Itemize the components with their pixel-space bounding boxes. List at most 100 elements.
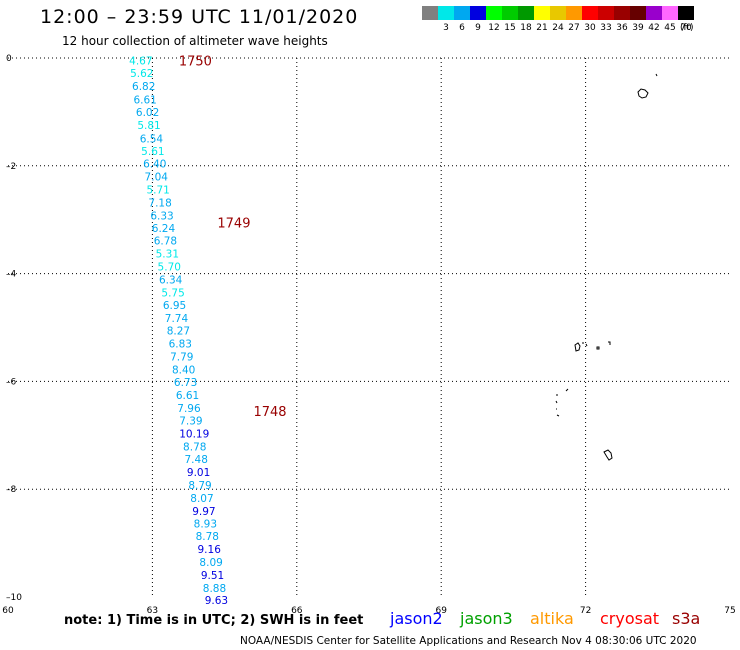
wave-height-label: 6.82 bbox=[132, 81, 155, 93]
wave-height-label: 5.81 bbox=[137, 120, 160, 132]
satellite-altika: altika bbox=[530, 609, 574, 628]
scale-label: 15 bbox=[504, 23, 516, 33]
wave-height-label: 8.27 bbox=[167, 326, 190, 338]
scale-swatch bbox=[598, 6, 614, 20]
scale-label: 6 bbox=[459, 23, 465, 33]
wave-height-label: 8.88 bbox=[203, 583, 226, 595]
wave-height-label: 6.73 bbox=[174, 377, 197, 389]
map-subtitle: 12 hour collection of altimeter wave hei… bbox=[62, 34, 328, 48]
y-tick-label: –2 bbox=[6, 162, 16, 172]
scale-swatch bbox=[454, 6, 470, 20]
y-tick-label: 0 bbox=[6, 54, 12, 64]
map-title: 12:00 – 23:59 UTC 11/01/2020 bbox=[40, 6, 359, 28]
wave-height-label: 5.70 bbox=[158, 262, 181, 274]
scale-label: 70 bbox=[680, 23, 692, 33]
wave-height-label: 7.04 bbox=[145, 172, 169, 184]
y-tick-label: –6 bbox=[6, 377, 17, 387]
wave-height-label: 7.79 bbox=[170, 352, 193, 364]
scale-swatch bbox=[502, 6, 518, 20]
scale-label: 18 bbox=[520, 23, 532, 33]
y-tick-label: –10 bbox=[6, 593, 22, 603]
wave-height-label: 6.24 bbox=[152, 223, 176, 235]
scale-swatch bbox=[646, 6, 662, 20]
wave-height-label: 6.83 bbox=[169, 339, 192, 351]
wave-height-label: 6.61 bbox=[176, 390, 199, 402]
wave-height-label: 8.09 bbox=[199, 557, 222, 569]
scale-swatch bbox=[566, 6, 582, 20]
satellite-jason2: jason2 bbox=[390, 609, 443, 628]
scale-label: 39 bbox=[632, 23, 644, 33]
scale-label: 27 bbox=[568, 23, 580, 33]
footnote: note: 1) Time is in UTC; 2) SWH is in fe… bbox=[64, 613, 364, 628]
wave-height-label: 6.34 bbox=[159, 275, 183, 287]
wave-height-label: 8.40 bbox=[172, 365, 195, 377]
island-outline bbox=[582, 342, 588, 347]
satellite-s3a: s3a bbox=[672, 609, 701, 628]
wave-height-label: 8.78 bbox=[196, 531, 219, 543]
wave-height-label: 9.97 bbox=[192, 506, 215, 518]
x-tick-label: 66 bbox=[291, 606, 303, 616]
island-outline bbox=[655, 73, 658, 77]
scale-swatch bbox=[534, 6, 550, 20]
x-tick-label: 72 bbox=[580, 606, 591, 616]
island-outline bbox=[555, 388, 569, 417]
wave-height-label: 8.78 bbox=[183, 442, 206, 454]
wave-height-label: 7.39 bbox=[179, 416, 202, 428]
wave-height-label: 6.33 bbox=[150, 210, 173, 222]
island-outline bbox=[574, 342, 581, 352]
wave-height-label: 5.62 bbox=[130, 68, 153, 80]
scale-label: 36 bbox=[616, 23, 628, 33]
wave-height-label: 8.93 bbox=[194, 519, 217, 531]
y-tick-label: –4 bbox=[6, 270, 17, 280]
y-tick-label: –8 bbox=[6, 485, 17, 495]
scale-swatch bbox=[630, 6, 646, 20]
wave-height-label: 5.71 bbox=[146, 185, 169, 197]
x-tick-label: 75 bbox=[724, 606, 735, 616]
wave-height-label: 5.61 bbox=[141, 146, 164, 158]
scale-swatch bbox=[582, 6, 598, 20]
wave-height-label: 6.54 bbox=[140, 133, 164, 145]
satellite-jason3: jason3 bbox=[460, 609, 513, 628]
wave-height-label: 10.19 bbox=[179, 429, 209, 441]
wave-height-label: 7.18 bbox=[148, 197, 171, 209]
wave-height-label: 6.61 bbox=[133, 95, 156, 107]
scale-swatch bbox=[470, 6, 486, 20]
scale-label: 21 bbox=[536, 23, 548, 33]
credit-line: NOAA/NESDIS Center for Satellite Applica… bbox=[240, 635, 697, 647]
wave-height-label: 8.79 bbox=[188, 480, 211, 492]
wave-height-label: 9.63 bbox=[205, 595, 228, 607]
scale-swatch bbox=[438, 6, 454, 20]
scale-label: 42 bbox=[648, 23, 660, 33]
wave-height-label: 6.95 bbox=[163, 300, 186, 312]
scale-swatch bbox=[486, 6, 502, 20]
wave-height-label: 7.48 bbox=[185, 454, 208, 466]
wave-height-label: 9.01 bbox=[187, 467, 210, 479]
pass-time-label: 1750 bbox=[179, 55, 212, 70]
scale-label: 30 bbox=[584, 23, 596, 33]
wave-height-label: 8.07 bbox=[190, 493, 213, 505]
wave-height-label: 6.78 bbox=[154, 236, 177, 248]
wave-height-label: 5.31 bbox=[156, 249, 179, 261]
wave-height-label: 9.16 bbox=[198, 544, 222, 556]
scale-swatch bbox=[662, 6, 678, 20]
pass-time-label: 1748 bbox=[253, 405, 286, 420]
island-outline bbox=[637, 88, 649, 99]
wave-height-label: 6.02 bbox=[136, 107, 159, 119]
scale-label: 45 bbox=[664, 23, 676, 33]
island-outline bbox=[603, 449, 613, 461]
island-outline bbox=[596, 346, 600, 350]
color-scale-unit: (ft) bbox=[680, 23, 694, 33]
island-outline bbox=[608, 341, 611, 345]
scale-swatch bbox=[422, 6, 438, 20]
scale-swatch bbox=[518, 6, 534, 20]
scale-label: 3 bbox=[443, 23, 449, 33]
scale-label: 9 bbox=[475, 23, 481, 33]
satellite-cryosat: cryosat bbox=[600, 609, 660, 628]
x-tick-label: 63 bbox=[147, 606, 158, 616]
pass-time-label: 1749 bbox=[217, 216, 250, 231]
wave-height-label: 6.40 bbox=[143, 159, 166, 171]
wave-height-label: 4.67 bbox=[129, 56, 152, 68]
scale-label: 24 bbox=[552, 23, 564, 33]
x-tick-label: 60 bbox=[2, 606, 14, 616]
